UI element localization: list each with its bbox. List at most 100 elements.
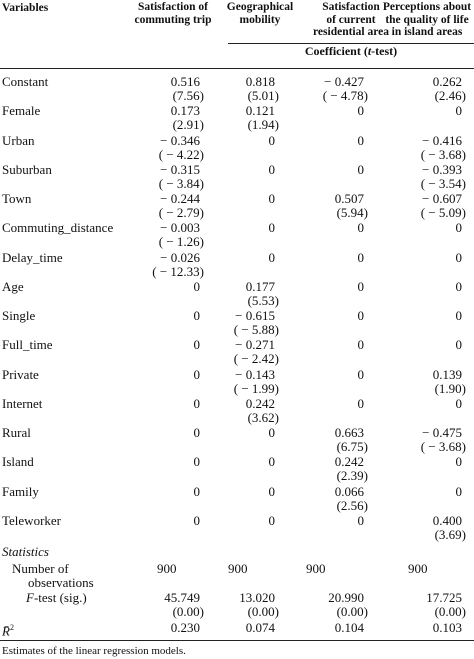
- coefficient-value: 0: [357, 308, 365, 323]
- t-statistic: (2.46): [434, 88, 466, 103]
- row-label: Suburban: [2, 162, 52, 177]
- coefficient-value: 0.516: [170, 74, 200, 89]
- coefficient-value: 0: [455, 396, 463, 411]
- coefficient-value: 0: [357, 396, 365, 411]
- stat-label: F-test (sig.): [26, 590, 87, 605]
- row-label: Constant: [2, 74, 49, 89]
- row-label: Single: [2, 308, 36, 323]
- t-statistic: ( − 3.54): [420, 176, 466, 191]
- col-header-mobility: Geographical mobility: [226, 1, 294, 26]
- coefficient-value: 0: [455, 220, 463, 235]
- t-statistic: (2.91): [172, 117, 204, 132]
- coefficient-value: 0: [455, 308, 463, 323]
- coefficient-value: 0.400: [432, 513, 462, 528]
- coefficient-value: − 0.615: [235, 308, 275, 323]
- stat-value: 20.990: [328, 590, 364, 605]
- coefficient-value: − 0.607: [422, 191, 462, 206]
- variables-header: Variables: [2, 2, 49, 14]
- row-label: Internet: [2, 396, 43, 411]
- coefficient-value: 0.663: [334, 425, 364, 440]
- coefficient-value: 0: [357, 250, 365, 265]
- t-statistic: ( − 3.68): [420, 439, 466, 454]
- coefficient-value: − 0.393: [422, 162, 462, 177]
- coefficient-value: − 0.416: [422, 133, 462, 148]
- col-header-residential: Satisfaction of current residential area: [313, 1, 389, 38]
- t-statistic: ( − 5.09): [420, 205, 466, 220]
- coefficient-value: 0.173: [170, 103, 200, 118]
- coefficient-value: 0: [268, 162, 276, 177]
- stat-sig: (0.00): [172, 604, 204, 619]
- stat-sig: (0.00): [336, 604, 368, 619]
- stat-value: 0.230: [170, 620, 200, 635]
- coefficient-value: 0.818: [245, 74, 275, 89]
- coefficient-value: 0: [357, 513, 365, 528]
- t-statistic: (7.56): [172, 88, 204, 103]
- stat-value: 13.020: [239, 590, 275, 605]
- coefficient-value: − 0.244: [160, 191, 200, 206]
- coefficient-value: 0: [193, 484, 201, 499]
- stat-label: R̄2: [2, 623, 14, 639]
- t-statistic: ( − 4.78): [322, 88, 368, 103]
- t-statistic: ( − 3.68): [420, 147, 466, 162]
- coefficient-value: 0: [193, 513, 201, 528]
- coefficient-value: 0: [193, 367, 201, 382]
- row-label: Delay_time: [2, 250, 63, 265]
- coefficient-value: 0: [268, 191, 276, 206]
- row-label: Town: [2, 191, 32, 206]
- coefficient-value: − 0.427: [324, 74, 364, 89]
- t-statistic: (5.01): [247, 88, 279, 103]
- row-label: Female: [2, 103, 41, 118]
- coefficient-value: 0.242: [334, 454, 364, 469]
- coefficient-title: Coefficient (t-test): [304, 44, 398, 58]
- t-statistic: (1.94): [247, 117, 279, 132]
- stat-value: 17.725: [426, 590, 462, 605]
- t-statistic: (2.56): [336, 498, 368, 513]
- coefficient-value: 0.066: [334, 484, 364, 499]
- stat-value: 0.104: [334, 620, 364, 635]
- coefficient-value: 0.139: [432, 367, 462, 382]
- coefficient-value: 0: [455, 337, 463, 352]
- t-statistic: ( − 2.42): [233, 351, 279, 366]
- t-statistic: ( − 1.99): [233, 381, 279, 396]
- coefficient-value: 0: [455, 103, 463, 118]
- coefficient-value: 0: [193, 396, 201, 411]
- coefficient-value: − 0.475: [422, 425, 462, 440]
- t-statistic: ( − 2.79): [158, 205, 204, 220]
- t-statistic: ( − 1.26): [158, 234, 204, 249]
- row-label: Full_time: [2, 337, 53, 352]
- statistics-heading: Statistics: [2, 544, 49, 559]
- t-statistic: ( − 3.84): [158, 176, 204, 191]
- t-statistic: ( − 4.22): [158, 147, 204, 162]
- table-bottom-rule: [0, 640, 474, 641]
- coefficient-value: − 0.026: [160, 250, 200, 265]
- coefficient-value: 0: [268, 484, 276, 499]
- row-label: Private: [2, 367, 39, 382]
- coefficient-value: 0: [193, 308, 201, 323]
- coefficient-value: 0: [455, 279, 463, 294]
- coefficient-value: 0: [357, 220, 365, 235]
- stat-value: 900: [157, 561, 177, 576]
- t-statistic: (5.53): [247, 293, 279, 308]
- stat-sig: (0.00): [247, 604, 279, 619]
- coefficient-value: 0: [357, 103, 365, 118]
- coefficient-value: 0.242: [245, 396, 275, 411]
- row-label: Commuting_distance: [2, 220, 114, 235]
- coefficient-value: 0: [193, 337, 201, 352]
- coefficient-value: 0.507: [334, 191, 364, 206]
- coefficient-value: 0: [268, 133, 276, 148]
- stat-label: Number of observations: [12, 561, 94, 590]
- coefficient-value: 0: [268, 454, 276, 469]
- coefficient-value: 0: [455, 250, 463, 265]
- row-label: Family: [2, 484, 39, 499]
- row-label: Island: [2, 454, 34, 469]
- coefficient-value: − 0.315: [160, 162, 200, 177]
- coefficient-value: 0: [268, 220, 276, 235]
- coefficient-value: 0.262: [432, 74, 462, 89]
- coefficient-value: 0: [357, 337, 365, 352]
- t-statistic: (3.62): [247, 410, 279, 425]
- coefficient-value: 0: [193, 425, 201, 440]
- coefficient-value: 0: [357, 367, 365, 382]
- row-label: Urban: [2, 133, 35, 148]
- coefficient-value: − 0.143: [235, 367, 275, 382]
